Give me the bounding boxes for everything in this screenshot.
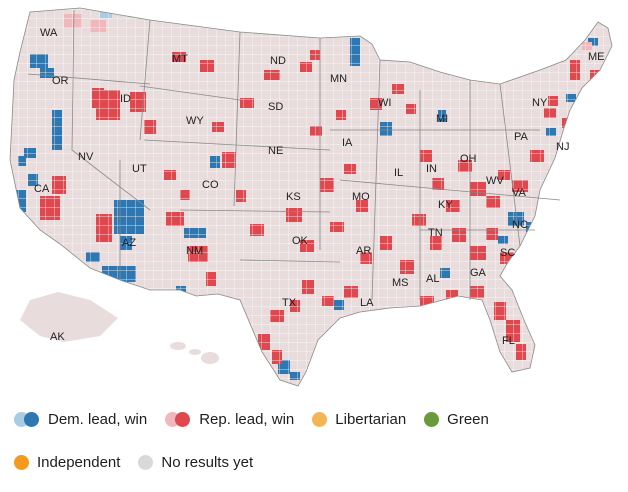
legend-green-label: Green bbox=[447, 411, 489, 428]
legend-libertarian-label: Libertarian bbox=[335, 411, 407, 428]
alaska-landmass bbox=[20, 292, 118, 342]
state-label-tx: TX bbox=[282, 297, 297, 309]
state-label-nj: NJ bbox=[556, 141, 569, 153]
state-label-ak: AK bbox=[50, 331, 65, 343]
state-label-wa: WA bbox=[40, 27, 58, 39]
legend-dem: Dem. lead, win bbox=[14, 411, 147, 428]
no-results-dot bbox=[138, 455, 154, 470]
legend: Dem. lead, win Rep. lead, win Libertaria… bbox=[14, 409, 614, 489]
state-label-mn: MN bbox=[330, 73, 347, 85]
legend-dem-label: Dem. lead, win bbox=[48, 411, 148, 428]
state-label-in: IN bbox=[426, 163, 437, 175]
state-label-ca: CA bbox=[34, 183, 50, 195]
rep-win-county bbox=[360, 316, 376, 326]
state-label-wi: WI bbox=[378, 97, 391, 109]
legend-no-results-label: No results yet bbox=[161, 454, 254, 471]
state-label-ut: UT bbox=[132, 163, 147, 175]
state-label-sd: SD bbox=[268, 101, 283, 113]
state-label-ia: IA bbox=[342, 137, 353, 149]
state-label-la: LA bbox=[360, 297, 374, 309]
legend-rep: Rep. lead, win bbox=[165, 411, 294, 428]
state-label-nc: NC bbox=[512, 219, 528, 231]
state-label-ne: NE bbox=[268, 145, 283, 157]
dem-win-county bbox=[380, 316, 390, 324]
legend-no-results: No results yet bbox=[138, 454, 253, 471]
green-dot bbox=[424, 412, 440, 427]
rep-win-county bbox=[394, 310, 406, 320]
legend-rep-label: Rep. lead, win bbox=[199, 411, 295, 428]
state-label-il: IL bbox=[394, 167, 403, 179]
state-labels: WA MT ND MN ME OR ID SD WI NY MI WY PA NJ NV UT NE IA OH IN… bbox=[34, 27, 605, 347]
state-label-ga: GA bbox=[470, 267, 487, 279]
state-label-fl: FL bbox=[502, 335, 515, 347]
libertarian-dot bbox=[312, 412, 328, 427]
state-label-az: AZ bbox=[122, 237, 136, 249]
rep-swatch bbox=[165, 411, 191, 428]
state-label-ar: AR bbox=[356, 245, 371, 257]
rep-win-county bbox=[520, 244, 530, 256]
state-label-or: OR bbox=[52, 75, 69, 87]
state-label-mi: MI bbox=[436, 113, 448, 125]
hawaii-landmass bbox=[170, 342, 219, 364]
state-label-ky: KY bbox=[438, 199, 453, 211]
dem-swatch bbox=[14, 411, 40, 428]
state-label-co: CO bbox=[202, 179, 219, 191]
legend-green: Green bbox=[424, 411, 489, 428]
dem-win-dot bbox=[24, 411, 39, 427]
state-label-wy: WY bbox=[186, 115, 204, 127]
state-borders bbox=[9, 7, 613, 387]
state-label-nd: ND bbox=[270, 55, 286, 67]
independent-dot bbox=[14, 455, 29, 470]
state-label-mo: MO bbox=[352, 191, 370, 203]
legend-libertarian: Libertarian bbox=[312, 411, 406, 428]
rep-win-dot bbox=[175, 411, 191, 427]
state-label-tn: TN bbox=[428, 227, 443, 239]
state-label-va: VA bbox=[512, 187, 527, 199]
state-label-wv: WV bbox=[486, 175, 504, 187]
state-label-mt: MT bbox=[172, 53, 188, 65]
state-label-ny: NY bbox=[532, 97, 548, 109]
state-label-ms: MS bbox=[392, 277, 409, 289]
state-label-ks: KS bbox=[286, 191, 301, 203]
state-label-sc: SC bbox=[500, 247, 515, 259]
state-label-al: AL bbox=[426, 273, 439, 285]
us-county-results-map: WA MT ND MN ME OR ID SD WI NY MI WY PA NJ NV UT NE IA OH IN… bbox=[9, 7, 613, 387]
state-label-ok: OK bbox=[292, 235, 309, 247]
state-label-id: ID bbox=[120, 93, 131, 105]
state-label-me: ME bbox=[588, 51, 605, 63]
state-label-pa: PA bbox=[514, 131, 529, 143]
legend-independent: Independent bbox=[14, 454, 120, 471]
state-label-nv: NV bbox=[78, 151, 94, 163]
legend-independent-label: Independent bbox=[37, 454, 121, 471]
state-label-nm: NM bbox=[186, 245, 203, 257]
state-label-oh: OH bbox=[460, 153, 477, 165]
